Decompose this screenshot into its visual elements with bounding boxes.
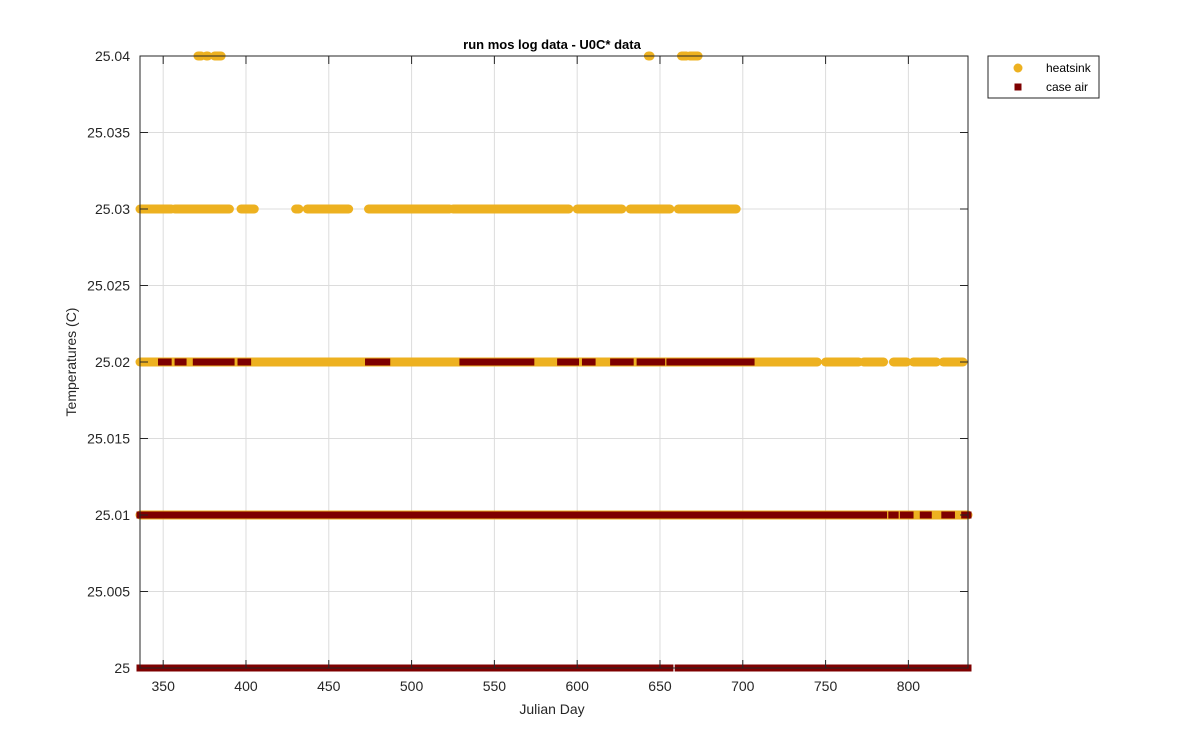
- y-tick-label: 25: [114, 660, 130, 676]
- legend-label: heatsink: [1046, 61, 1092, 75]
- x-tick-label: 550: [483, 678, 507, 694]
- x-tick-label: 700: [731, 678, 755, 694]
- case-air-point-run: [941, 511, 955, 519]
- legend-label: case air: [1046, 80, 1088, 94]
- case-air-point-run: [899, 511, 914, 519]
- case-air-point-run: [495, 358, 535, 366]
- y-tick-label: 25.01: [95, 507, 130, 523]
- y-axis-label: Temperatures (C): [63, 308, 79, 417]
- case-air-point-run: [376, 358, 391, 366]
- case-air-point-run: [666, 358, 679, 366]
- case-air-point-run: [581, 358, 596, 366]
- case-air-point-run: [174, 358, 187, 366]
- y-tick-label: 25.03: [95, 201, 130, 217]
- x-tick-label: 800: [897, 678, 921, 694]
- y-tick-label: 25.02: [95, 354, 130, 370]
- x-tick-label: 600: [566, 678, 590, 694]
- legend: heatsink case air: [987, 55, 1100, 99]
- case-air-point-run: [365, 358, 377, 366]
- x-tick-label: 500: [400, 678, 424, 694]
- case-air-point-run: [192, 358, 235, 366]
- case-air-point-run: [636, 358, 652, 366]
- x-tick-label: 450: [317, 678, 341, 694]
- x-tick-label: 350: [152, 678, 176, 694]
- case-air-point-run: [557, 358, 580, 366]
- case-air-point-run: [870, 511, 888, 519]
- x-axis-label: Julian Day: [519, 701, 584, 717]
- case-air-point-run: [691, 358, 729, 366]
- case-air-point-run: [158, 358, 172, 366]
- y-tick-label: 25.035: [87, 125, 130, 141]
- y-tick-label: 25.04: [95, 48, 130, 64]
- case-air-point-run: [136, 511, 873, 519]
- legend-box: [987, 55, 1100, 99]
- x-tick-label: 750: [814, 678, 838, 694]
- legend-marker-case-air: [1014, 83, 1022, 91]
- y-tick-label: 25.015: [87, 431, 130, 447]
- case-air-point-run: [724, 358, 755, 366]
- y-tick-label: 25.025: [87, 278, 130, 294]
- case-air-point-run: [919, 511, 932, 519]
- x-tick-label: 400: [234, 678, 258, 694]
- case-air-point-run: [475, 358, 498, 366]
- case-air-point-run: [237, 358, 252, 366]
- y-tick-label: 25.005: [87, 584, 130, 600]
- x-tick-label: 650: [648, 678, 672, 694]
- case-air-point-run: [888, 511, 899, 519]
- x-axis-ticks: 350 400 450 500 550 600 650 700 750 800: [152, 56, 921, 694]
- legend-marker-heatsink: [1013, 63, 1023, 73]
- case-air-point-run: [678, 358, 692, 366]
- y-axis-ticks: 25 25.005 25.01 25.015 25.02 25.025 25.03 25.03…: [87, 48, 968, 676]
- chart-title: run mos log data - U0C* data: [463, 37, 641, 52]
- case-air-point-run: [610, 358, 634, 366]
- case-air-point-run: [651, 358, 666, 366]
- case-air-point-run: [459, 358, 479, 366]
